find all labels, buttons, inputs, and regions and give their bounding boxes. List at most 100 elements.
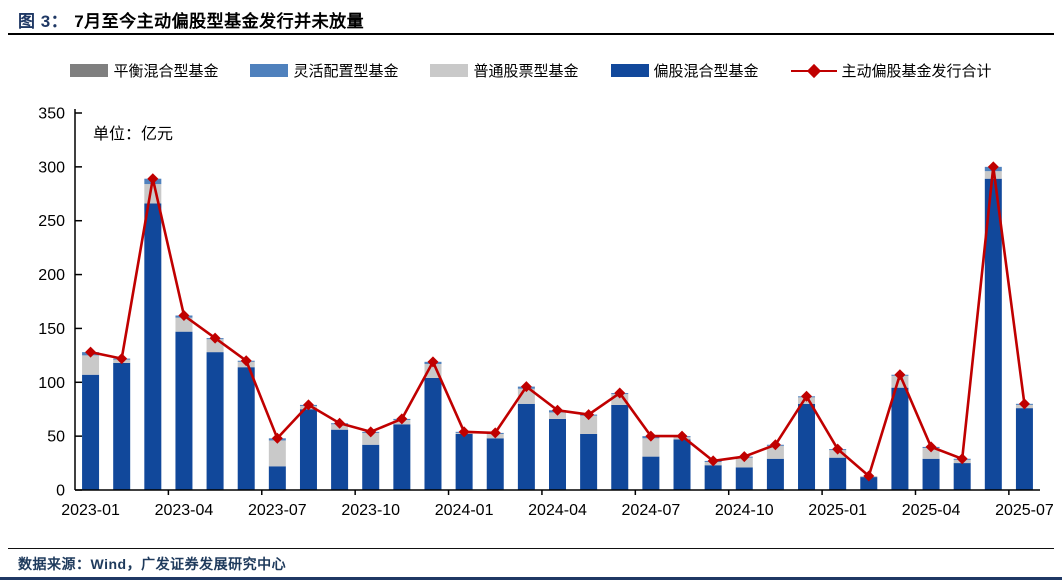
bar-segment	[424, 377, 442, 490]
legend-bar-swatch-icon	[70, 64, 109, 77]
diamond-marker	[894, 369, 906, 381]
bar-segment	[237, 367, 255, 490]
diamond-marker	[427, 356, 439, 368]
bar-segment	[486, 438, 504, 490]
chart-legend: 平衡混合型基金 灵活配置型基金 普通股票型基金 偏股混合型基金 主动偏股基金发行合计	[0, 60, 1062, 81]
diamond-marker	[583, 409, 595, 421]
bar-segment	[331, 429, 349, 490]
bar-segment	[766, 458, 784, 490]
x-axis-label: 2025-04	[902, 502, 961, 519]
bar-segment	[299, 409, 317, 490]
x-axis-label: 2024-01	[435, 502, 494, 519]
bar-segment	[766, 445, 784, 459]
bar-segment	[144, 203, 162, 490]
y-axis-label: 0	[56, 483, 65, 500]
diamond-marker	[85, 346, 97, 358]
y-axis-label: 350	[38, 106, 65, 123]
diamond-marker	[987, 161, 999, 173]
diamond-marker	[302, 399, 314, 411]
bar-segment	[642, 438, 660, 457]
y-axis-label: 300	[38, 159, 65, 176]
chart: 0 50 100 150 200 250 300 350 2023-01 2023-04 2023-…	[38, 106, 1054, 520]
diamond-marker	[334, 417, 346, 429]
legend-item-1: 灵活配置型基金	[250, 60, 398, 81]
bar-segment	[206, 352, 224, 490]
x-axis-label: 2023-04	[155, 502, 214, 519]
bar-segment	[549, 418, 566, 490]
y-axis-label: 100	[38, 375, 65, 392]
bar-segment	[393, 424, 411, 490]
legend-diamond-icon	[806, 63, 821, 78]
diamond-marker	[925, 441, 937, 453]
figure-title-text: 7月至今主动偏股型基金发行并未放量	[74, 12, 365, 31]
bar-segment	[580, 433, 598, 490]
x-axis-label: 2025-01	[808, 502, 867, 519]
bar-segment	[829, 457, 847, 490]
bar-segment	[82, 355, 100, 375]
bar-segment	[611, 394, 629, 405]
bar-segment	[953, 463, 971, 490]
legend-item-0: 平衡混合型基金	[70, 60, 218, 81]
bar-segment	[82, 374, 100, 490]
bar-segment	[268, 466, 286, 490]
bar-segment	[362, 444, 380, 490]
x-axis-label: 2024-04	[528, 502, 587, 519]
diamond-marker	[178, 310, 190, 322]
diamond-marker	[271, 432, 283, 444]
diamond-marker	[458, 426, 470, 438]
bar-segment	[175, 331, 193, 490]
x-axis-label: 2023-01	[61, 502, 120, 519]
bar-segment	[113, 362, 131, 490]
bar-segment	[735, 457, 753, 468]
bar-segment	[891, 387, 909, 490]
page-bottom-rule	[0, 577, 1062, 580]
bar-segment	[642, 456, 660, 490]
diamond-marker	[116, 353, 128, 365]
figure-number: 图 3：	[18, 12, 69, 31]
diamond-marker	[240, 355, 252, 367]
diamond-marker	[832, 443, 844, 455]
diamond-marker	[520, 381, 532, 393]
x-axis-label: 2024-07	[622, 502, 681, 519]
diamond-marker	[552, 404, 563, 416]
y-axis-label: 200	[38, 267, 65, 284]
bar-segment	[860, 477, 878, 490]
diamond-marker	[489, 427, 501, 439]
diamond-marker	[801, 390, 813, 402]
legend-item-3: 偏股混合型基金	[610, 60, 759, 81]
legend-line-swatch-icon	[790, 63, 837, 78]
legend-bar-swatch-icon	[430, 64, 469, 77]
title-divider	[8, 33, 1054, 35]
legend-item-4: 主动偏股基金发行合计	[790, 60, 992, 81]
diamond-marker	[1018, 398, 1030, 410]
figure-title: 图 3： 7月至今主动偏股型基金发行并未放量	[18, 7, 364, 32]
diamond-marker	[614, 387, 626, 399]
legend-label: 灵活配置型基金	[293, 63, 399, 80]
bar-segment	[611, 404, 629, 490]
bar-segment	[268, 440, 286, 467]
unit-label: 单位：亿元	[93, 126, 174, 143]
diamond-marker	[769, 439, 781, 451]
bar-segment	[891, 375, 909, 388]
legend-item-2: 普通股票型基金	[430, 60, 579, 81]
x-axis-label: 2024-10	[715, 502, 774, 519]
legend-bar-swatch-icon	[610, 64, 649, 77]
y-axis-label: 150	[38, 321, 65, 338]
bar-segment	[175, 317, 193, 332]
bar-segment	[455, 433, 473, 490]
diamond-marker	[676, 430, 688, 442]
bar-segment	[1015, 408, 1033, 490]
diamond-marker	[707, 455, 719, 467]
bar-segment	[798, 403, 816, 490]
bar-segment	[673, 439, 691, 490]
x-axis-label: 2025-07	[995, 502, 1054, 519]
bar-segment	[735, 467, 753, 490]
bar-segment	[580, 415, 598, 434]
diamond-marker	[738, 451, 750, 463]
diamond-marker	[396, 413, 408, 425]
y-axis-label: 250	[38, 213, 65, 230]
legend-label: 平衡混合型基金	[113, 63, 219, 80]
bar-segment	[704, 465, 722, 490]
diamond-marker	[365, 426, 377, 438]
